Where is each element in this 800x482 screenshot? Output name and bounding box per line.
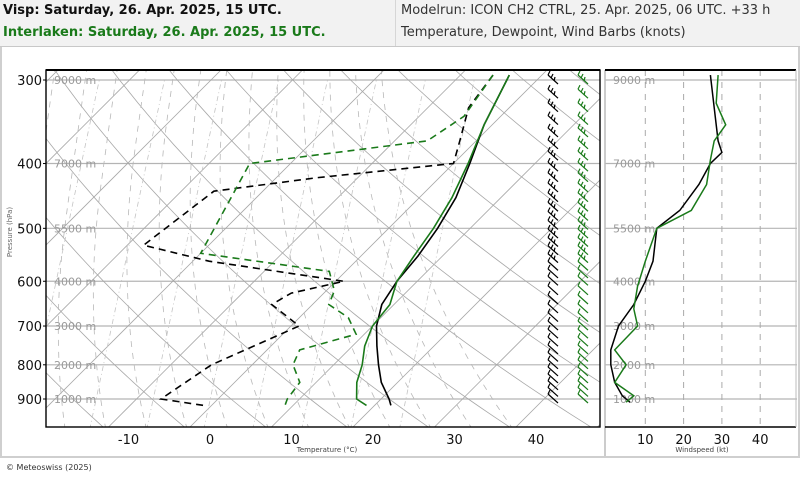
svg-text:900: 900 (17, 393, 42, 408)
modelrun-info: Modelrun: ICON CH2 CTRL, 25. Apr. 2025, … (401, 3, 771, 18)
svg-text:2000 m: 2000 m (54, 359, 96, 372)
svg-text:500: 500 (17, 222, 42, 237)
skewt-panel: 9000 m 7000 m 5500 m 4000 m 3000 m 2000 m 1000… (46, 70, 600, 427)
svg-text:700: 700 (17, 320, 42, 335)
svg-text:Windspeed (kt): Windspeed (kt) (675, 446, 728, 454)
header: Visp: Saturday, 26. Apr. 2025, 15 UTC. I… (0, 0, 800, 47)
svg-text:400: 400 (17, 158, 42, 173)
svg-text:Temperature (°C): Temperature (°C) (296, 446, 358, 454)
svg-text:20: 20 (675, 433, 692, 448)
svg-text:0: 0 (206, 433, 214, 448)
svg-text:4000 m: 4000 m (54, 275, 96, 288)
interlaken-temperature-line (355, 74, 511, 407)
svg-text:30: 30 (714, 433, 731, 448)
svg-text:1000 m: 1000 m (54, 393, 96, 406)
svg-text:300: 300 (17, 74, 42, 89)
svg-text:9000 m: 9000 m (54, 74, 96, 87)
svg-text:5500 m: 5500 m (613, 222, 655, 235)
visp-wind-speed-line (610, 75, 723, 403)
svg-text:800: 800 (17, 359, 42, 374)
svg-text:3000 m: 3000 m (54, 320, 96, 333)
svg-text:20: 20 (365, 433, 382, 448)
interlaken-dewpoint-line (199, 74, 494, 406)
svg-text:-10: -10 (118, 433, 139, 448)
location-title-interlaken: Interlaken: Saturday, 26. Apr. 2025, 15 … (3, 25, 326, 40)
svg-text:2000 m: 2000 m (613, 359, 655, 372)
svg-text:7000 m: 7000 m (613, 158, 655, 171)
svg-text:40: 40 (752, 433, 769, 448)
chart-area: 9000 m 7000 m 5500 m 4000 m 3000 m 2000 m 1000… (0, 47, 800, 457)
wind-profile-panel: 9000 m 7000 m 5500 m 4000 m 3000 m 2000 m 1000… (605, 70, 797, 427)
svg-text:3000 m: 3000 m (613, 320, 655, 333)
svg-text:7000 m: 7000 m (54, 158, 96, 171)
svg-text:10: 10 (283, 433, 300, 448)
visp-temperature-line (375, 74, 511, 406)
svg-text:5500 m: 5500 m (54, 222, 96, 235)
svg-text:600: 600 (17, 275, 42, 290)
svg-text:30: 30 (446, 433, 463, 448)
interlaken-wind-speed-line (613, 75, 727, 403)
skewt-chart: 9000 m 7000 m 5500 m 4000 m 3000 m 2000 m 1000… (6, 69, 797, 457)
chart-description: Temperature, Dewpoint, Wind Barbs (knots… (401, 25, 686, 40)
header-divider (395, 0, 396, 46)
visp-dewpoint-line (141, 74, 494, 407)
location-title-visp: Visp: Saturday, 26. Apr. 2025, 15 UTC. (3, 3, 282, 18)
copyright: © Meteoswiss (2025) (6, 463, 92, 472)
axes-labels: 300 400 500 600 700 800 900 Pressure (hPa) -10 0 1… (6, 69, 797, 457)
svg-text:9000 m: 9000 m (613, 74, 655, 87)
svg-text:10: 10 (637, 433, 654, 448)
footer: © Meteoswiss (2025) (0, 456, 800, 482)
svg-text:1000 m: 1000 m (613, 393, 655, 406)
svg-text:40: 40 (528, 433, 545, 448)
svg-text:Pressure (hPa): Pressure (hPa) (6, 207, 14, 257)
svg-text:4000 m: 4000 m (613, 275, 655, 288)
